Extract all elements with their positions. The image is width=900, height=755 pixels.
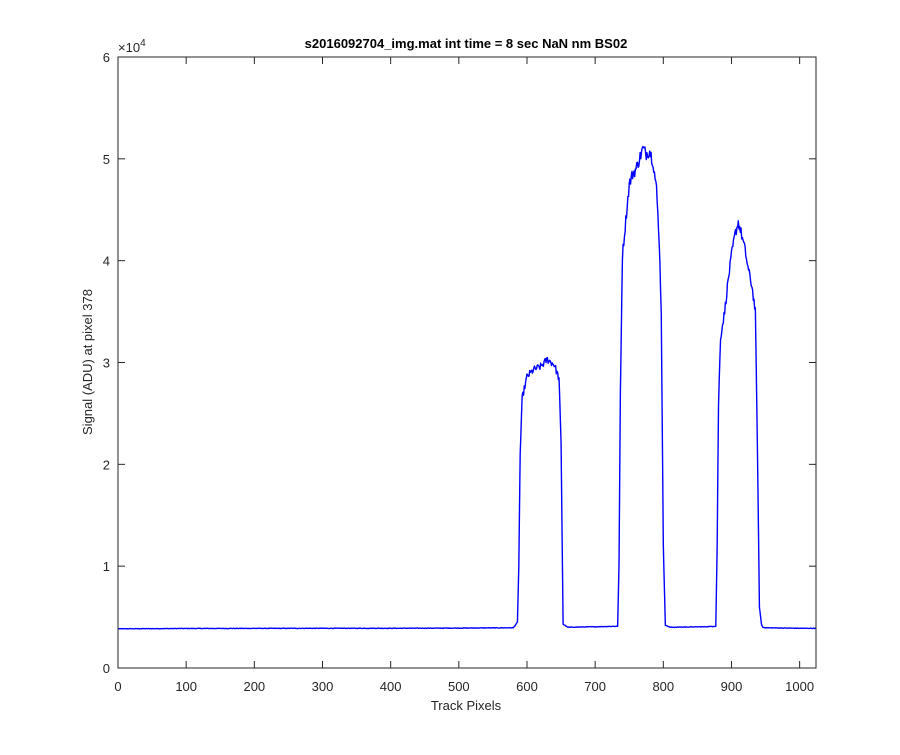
x-axis-label: Track Pixels xyxy=(431,698,502,713)
x-tick-label: 100 xyxy=(175,679,197,694)
x-tick-label: 700 xyxy=(584,679,606,694)
y-tick-label: 6 xyxy=(103,50,110,65)
y-tick-label: 5 xyxy=(103,152,110,167)
y-tick-label: 4 xyxy=(103,254,110,269)
ticks-layer: 0 100 200 300 400 500 600 700 800 900 1000 0 1 2 3 4 5 6 xyxy=(103,50,816,694)
x-tick-label: 0 xyxy=(114,679,121,694)
y-exponent-base: ×10 xyxy=(118,40,140,55)
chart-title: s2016092704_img.mat int time = 8 sec NaN… xyxy=(305,36,628,51)
x-tick-label: 1000 xyxy=(785,679,814,694)
axes-box xyxy=(117,56,817,669)
x-tick-label: 800 xyxy=(652,679,674,694)
x-tick-label: 400 xyxy=(380,679,402,694)
x-tick-label: 500 xyxy=(448,679,470,694)
data-layer xyxy=(117,145,817,630)
x-tick-label: 300 xyxy=(312,679,334,694)
x-tick-label: 200 xyxy=(243,679,265,694)
signal-series-line xyxy=(117,145,817,630)
y-tick-label: 1 xyxy=(103,559,110,574)
y-axis-label: Signal (ADU) at pixel 378 xyxy=(80,289,95,435)
y-tick-label: 0 xyxy=(103,661,110,676)
x-tick-label: 900 xyxy=(721,679,743,694)
y-exponent-power: 4 xyxy=(140,38,146,49)
y-tick-label: 3 xyxy=(103,356,110,371)
x-tick-label: 600 xyxy=(516,679,538,694)
y-tick-label: 2 xyxy=(103,457,110,472)
y-exponent-label: ×104 xyxy=(118,38,146,55)
